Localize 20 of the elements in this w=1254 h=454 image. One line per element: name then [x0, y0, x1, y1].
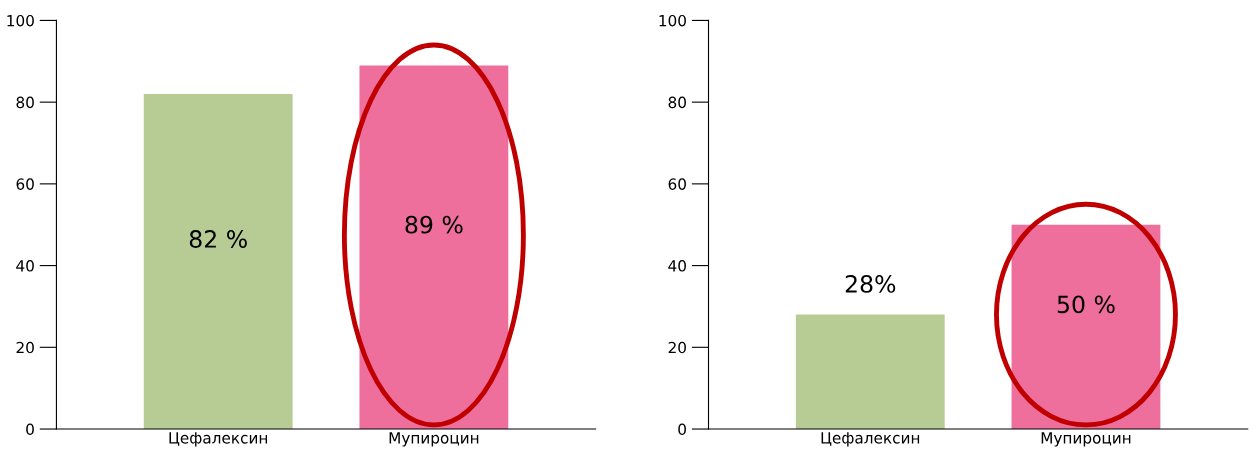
data-label: 50 %: [1057, 295, 1115, 314]
y-tick-label: 80: [668, 96, 686, 109]
y-tick-label: 20: [16, 341, 34, 354]
y-tick-label: 0: [678, 423, 686, 436]
data-label: 89 %: [405, 215, 463, 234]
x-tick-label: Цефалексин: [169, 432, 267, 447]
y-tick-label: 100: [659, 14, 686, 27]
x-tick-label: Цефалексин: [821, 432, 920, 447]
y-tick-label: 20: [668, 341, 686, 354]
y-tick-label: 40: [16, 260, 34, 272]
y-tick-label: 80: [16, 96, 34, 109]
x-tick-label: Мупироцин: [1041, 432, 1131, 447]
y-tick-label: 0: [26, 423, 34, 436]
data-label: 28%: [845, 275, 896, 293]
y-tick-label: 40: [668, 260, 686, 272]
x-tick-label: Мупироцин: [389, 432, 479, 447]
y-tick-label: 60: [668, 178, 686, 190]
y-tick-label: 60: [16, 178, 34, 190]
data-label: 82 %: [189, 230, 247, 248]
y-tick-label: 100: [7, 14, 34, 27]
